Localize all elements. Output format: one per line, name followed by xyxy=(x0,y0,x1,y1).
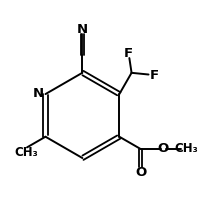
Text: O: O xyxy=(158,142,169,155)
Text: N: N xyxy=(77,22,88,36)
Text: F: F xyxy=(149,69,158,82)
Text: N: N xyxy=(33,87,44,100)
Text: CH₃: CH₃ xyxy=(14,146,38,158)
Text: O: O xyxy=(135,166,146,179)
Text: CH₃: CH₃ xyxy=(174,143,198,155)
Text: F: F xyxy=(124,47,133,60)
